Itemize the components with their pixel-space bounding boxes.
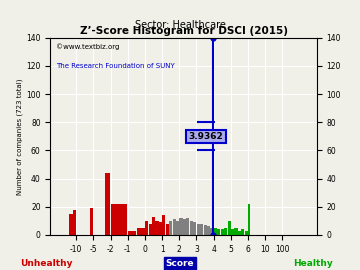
Bar: [234, 228, 238, 235]
Bar: [193, 222, 196, 235]
Bar: [248, 204, 250, 235]
Text: The Research Foundation of SUNY: The Research Foundation of SUNY: [56, 63, 175, 69]
Text: Sector: Healthcare: Sector: Healthcare: [135, 20, 225, 30]
Bar: [128, 231, 136, 235]
Text: Score: Score: [166, 259, 194, 268]
Bar: [210, 228, 213, 235]
Text: Healthy: Healthy: [293, 259, 333, 268]
Bar: [152, 217, 155, 235]
Bar: [207, 227, 210, 235]
Bar: [231, 229, 234, 235]
Bar: [197, 224, 200, 235]
Bar: [221, 229, 224, 235]
Bar: [203, 225, 207, 235]
Bar: [169, 221, 172, 235]
Text: ©www.textbiz.org: ©www.textbiz.org: [56, 44, 119, 50]
Bar: [214, 228, 217, 235]
Bar: [176, 221, 179, 235]
Bar: [159, 222, 162, 235]
Bar: [105, 173, 110, 235]
Bar: [145, 221, 148, 235]
Bar: [69, 214, 73, 235]
Bar: [137, 228, 145, 235]
Title: Z’-Score Histogram for DSCI (2015): Z’-Score Histogram for DSCI (2015): [80, 26, 288, 36]
Y-axis label: Number of companies (723 total): Number of companies (723 total): [17, 78, 23, 195]
Bar: [217, 229, 220, 235]
Bar: [245, 231, 248, 235]
Bar: [238, 231, 241, 235]
Bar: [111, 204, 127, 235]
Bar: [183, 220, 186, 235]
Bar: [224, 228, 227, 235]
Text: Unhealthy: Unhealthy: [21, 259, 73, 268]
Bar: [149, 224, 152, 235]
Bar: [73, 210, 76, 235]
Bar: [179, 218, 183, 235]
Text: 3.9362: 3.9362: [189, 132, 224, 141]
Bar: [166, 224, 169, 235]
Bar: [162, 215, 165, 235]
Bar: [200, 224, 203, 235]
Bar: [90, 208, 93, 235]
Bar: [156, 221, 158, 235]
Bar: [172, 220, 176, 235]
Bar: [186, 218, 189, 235]
Bar: [190, 221, 193, 235]
Bar: [228, 221, 231, 235]
Bar: [241, 229, 244, 235]
